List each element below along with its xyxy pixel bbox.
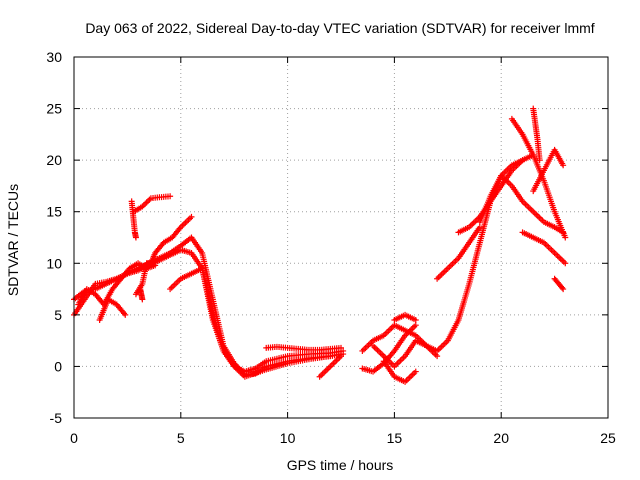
series-arc-1	[71, 246, 347, 375]
chart-title: Day 063 of 2022, Sidereal Day-to-day VTE…	[85, 20, 594, 36]
series-arc-17	[434, 224, 483, 282]
y-tick-label: 15	[46, 204, 62, 220]
series-arc-9	[137, 286, 146, 303]
series-arc-10	[263, 343, 344, 353]
data-point	[139, 296, 146, 303]
series-arc-7	[128, 198, 139, 241]
data-point	[188, 213, 195, 220]
data-point	[142, 200, 149, 207]
series-arc-3	[167, 265, 344, 380]
x-tick-label: 10	[280, 430, 296, 446]
data-point	[562, 234, 569, 241]
series-arc-6	[130, 193, 174, 215]
data-point	[167, 193, 174, 200]
y-tick-label: 20	[46, 152, 62, 168]
x-tick-label: 25	[600, 430, 616, 446]
series-arc-22	[530, 105, 543, 164]
y-tick-label: 0	[54, 358, 62, 374]
series-arc-16	[391, 311, 419, 324]
data-point	[143, 199, 150, 206]
y-tick-label: 25	[46, 101, 62, 117]
series-arc-13	[359, 322, 419, 375]
data-point	[338, 344, 344, 351]
series-arc-23	[530, 146, 567, 195]
data-point	[476, 224, 483, 231]
series-arc-19	[476, 151, 537, 226]
data-point	[412, 368, 419, 375]
data-point	[338, 353, 344, 360]
data-point	[434, 353, 441, 360]
x-tick-label: 20	[493, 430, 509, 446]
data-point	[412, 322, 419, 329]
y-tick-label: 5	[54, 307, 62, 323]
y-axis-label: SDTVAR / TECUs	[5, 184, 21, 296]
data-point	[412, 317, 419, 324]
data-point	[560, 162, 567, 169]
series-arc-15	[380, 358, 419, 385]
x-tick-label: 0	[70, 430, 78, 446]
series-arc-11	[316, 353, 344, 380]
series-arc-5	[96, 296, 129, 324]
data-point	[559, 284, 566, 291]
data-point	[145, 198, 152, 205]
data-point	[122, 311, 129, 318]
series-arc-20	[519, 229, 569, 267]
data-points	[71, 105, 569, 385]
series-arc-24	[551, 275, 567, 293]
y-tick-label: 30	[46, 49, 62, 65]
y-tick-label: -5	[50, 410, 63, 426]
y-tick-label: 10	[46, 255, 62, 271]
x-tick-label: 5	[177, 430, 185, 446]
x-tick-label: 15	[387, 430, 403, 446]
data-point	[152, 262, 159, 269]
data-point	[132, 234, 139, 241]
data-point	[536, 157, 543, 164]
series-arc-21	[508, 115, 569, 241]
axis-ticks: 0 5 10 15 20 25 -5 0 5 10 15 20 25 30	[46, 49, 616, 446]
data-point	[560, 286, 567, 293]
series-arc-14	[370, 337, 441, 370]
grid-lines	[74, 57, 608, 418]
data-point	[562, 260, 569, 267]
plot-frame	[73, 56, 609, 419]
x-axis-label: GPS time / hours	[287, 457, 394, 473]
series-arc-8	[132, 213, 195, 298]
